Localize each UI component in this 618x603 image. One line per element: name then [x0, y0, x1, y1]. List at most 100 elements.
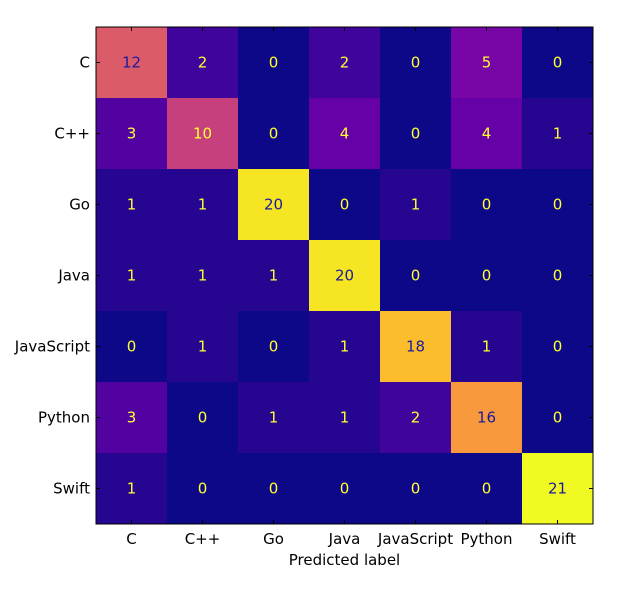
cell-value-label: 0: [553, 338, 563, 356]
cell-value-label: 0: [411, 267, 421, 285]
heatmap-cells: [96, 27, 593, 524]
cell-value-label: 0: [340, 196, 350, 214]
cell-value-label: 21: [548, 480, 567, 498]
cell-value-label: 1: [269, 409, 279, 427]
heatmap-cell-JavaScript-Swift: [522, 311, 593, 382]
cell-value-label: 3: [127, 125, 137, 143]
cell-value-label: 0: [411, 480, 421, 498]
cell-value-label: 0: [482, 267, 492, 285]
y-axis-ticks: C C++ Go Java JavaScript Python Swift: [14, 54, 593, 498]
cell-value-label: 0: [411, 54, 421, 72]
heatmap-cell-C-Python: [451, 27, 522, 98]
heatmap-cell-Swift-JavaScript: [380, 453, 451, 524]
cell-value-label: 16: [477, 409, 496, 427]
cell-value-label: 4: [482, 125, 492, 143]
heatmap-cell-C-Swift: [522, 27, 593, 98]
heatmap-cell-Go-C++: [167, 169, 238, 240]
cell-value-label: 0: [553, 196, 563, 214]
heatmap-cell-C-Go: [238, 27, 309, 98]
heatmap-cell-C-JavaScript: [380, 27, 451, 98]
x-tick-label: Go: [263, 530, 284, 548]
cell-value-label: 4: [340, 125, 350, 143]
x-axis-ticks: C C++ Go Java JavaScript Python Swift: [126, 27, 576, 548]
heatmap-cell-C++-Swift: [522, 98, 593, 169]
heatmap-cell-JavaScript-JavaScript: [380, 311, 451, 382]
cell-value-label: 12: [122, 54, 141, 72]
heatmap-cell-Swift-Go: [238, 453, 309, 524]
cell-value-label: 10: [193, 125, 212, 143]
heatmap-cell-C++-Go: [238, 98, 309, 169]
y-tick-label: Go: [69, 196, 90, 214]
heatmap-cell-JavaScript-Python: [451, 311, 522, 382]
x-tick-label: C: [126, 530, 136, 548]
cell-value-label: 0: [482, 480, 492, 498]
heatmap-cell-Swift-C: [96, 453, 167, 524]
heatmap-cell-C-Java: [309, 27, 380, 98]
x-tick-label: Swift: [539, 530, 576, 548]
x-tick-label: C++: [185, 530, 221, 548]
cell-value-label: 0: [411, 125, 421, 143]
heatmap-cell-Swift-Java: [309, 453, 380, 524]
cell-value-label: 20: [264, 196, 283, 214]
heatmap-cell-C-C: [96, 27, 167, 98]
cell-value-label: 1: [340, 409, 350, 427]
heatmap-cell-C++-C++: [167, 98, 238, 169]
y-tick-label: Python: [38, 409, 90, 427]
heatmap-cell-Go-Go: [238, 169, 309, 240]
heatmap-cell-Swift-Swift: [522, 453, 593, 524]
heatmap-cell-JavaScript-Java: [309, 311, 380, 382]
heatmap-cell-Java-Swift: [522, 240, 593, 311]
cell-value-label: 1: [482, 338, 492, 356]
heatmap-cell-Python-C: [96, 382, 167, 453]
cell-value-label: 1: [340, 338, 350, 356]
heatmap-cell-Python-Python: [451, 382, 522, 453]
cell-value-label: 1: [198, 267, 208, 285]
cell-value-label: 0: [553, 54, 563, 72]
cell-value-label: 0: [269, 338, 279, 356]
heatmap-cell-Java-Python: [451, 240, 522, 311]
cell-value-label: 1: [127, 480, 137, 498]
cell-value-label: 0: [553, 267, 563, 285]
heatmap-cell-JavaScript-C++: [167, 311, 238, 382]
x-tick-label: Java: [328, 530, 361, 548]
y-tick-label: Java: [57, 267, 90, 285]
cell-value-label: 1: [127, 267, 137, 285]
y-tick-label: Swift: [53, 480, 90, 498]
cell-value-label: 18: [406, 338, 425, 356]
cell-value-label: 0: [269, 480, 279, 498]
cell-value-label: 1: [553, 125, 563, 143]
cell-value-label: 2: [411, 409, 421, 427]
cell-value-label: 0: [198, 409, 208, 427]
heatmap-cell-Go-JavaScript: [380, 169, 451, 240]
cell-value-label: 1: [269, 267, 279, 285]
cell-value-label: 0: [127, 338, 137, 356]
cell-value-label: 2: [340, 54, 350, 72]
y-tick-label: JavaScript: [14, 338, 90, 356]
cell-value-label: 5: [482, 54, 492, 72]
heatmap-cell-C++-Python: [451, 98, 522, 169]
heatmap-cell-Java-Go: [238, 240, 309, 311]
heatmap-cell-Python-Java: [309, 382, 380, 453]
cell-value-label: 0: [269, 54, 279, 72]
heatmap-cell-Java-JavaScript: [380, 240, 451, 311]
cell-value-label: 0: [340, 480, 350, 498]
y-tick-label: C: [80, 54, 90, 72]
heatmap-cell-Go-Swift: [522, 169, 593, 240]
x-axis-label: Predicted label: [289, 551, 400, 569]
heatmap-cell-Python-JavaScript: [380, 382, 451, 453]
x-tick-label: Python: [461, 530, 513, 548]
heatmap-cell-JavaScript-Go: [238, 311, 309, 382]
heatmap-cell-Swift-Python: [451, 453, 522, 524]
heatmap-cell-Python-Go: [238, 382, 309, 453]
cell-value-label: 1: [127, 196, 137, 214]
heatmap-cell-C++-JavaScript: [380, 98, 451, 169]
cell-value-label: 0: [269, 125, 279, 143]
cell-value-label: 0: [482, 196, 492, 214]
cell-value-label: 0: [198, 480, 208, 498]
heatmap-cell-C-C++: [167, 27, 238, 98]
cell-value-label: 1: [198, 338, 208, 356]
cell-value-label: 2: [198, 54, 208, 72]
heatmap-cell-C++-Java: [309, 98, 380, 169]
